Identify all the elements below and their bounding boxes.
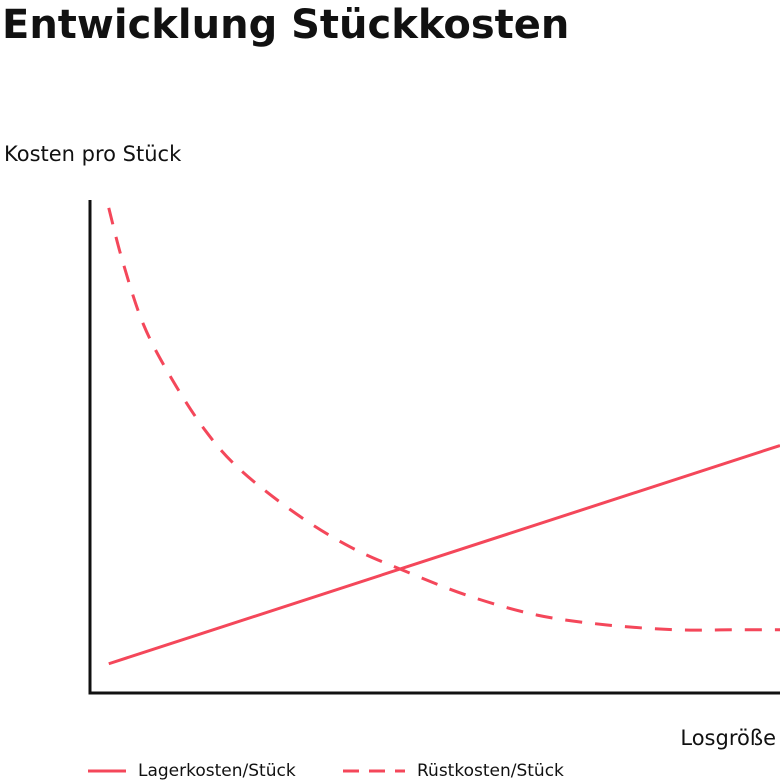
series-layer	[107, 207, 780, 666]
legend-solid-line-swatch	[88, 769, 126, 773]
chart-title: Entwicklung Stückkosten	[2, 2, 570, 48]
legend-label-ruestkosten: Rüstkosten/Stück	[417, 761, 564, 781]
legend-item-ruestkosten: Rüstkosten/Stück	[343, 758, 564, 784]
legend-label-lagerkosten: Lagerkosten/Stück	[138, 761, 296, 781]
series-line-lagerkosten	[108, 444, 780, 666]
legend-item-lagerkosten: Lagerkosten/Stück	[88, 758, 296, 784]
legend-dashed-line-swatch	[343, 769, 405, 773]
y-axis-label: Kosten pro Stück	[4, 142, 182, 166]
series-line-ruestkosten	[107, 207, 780, 632]
x-axis-label: Losgröße	[680, 726, 776, 750]
